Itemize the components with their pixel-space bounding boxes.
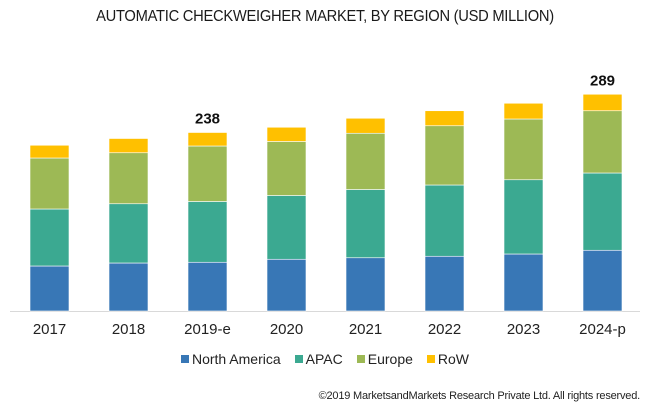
legend-label: RoW — [437, 351, 470, 367]
legend-label: North America — [191, 351, 281, 367]
legend-item-europe[interactable]: Europe — [356, 351, 413, 367]
legend-swatch — [356, 355, 365, 363]
bar-segment-apac-2018 — [108, 203, 149, 264]
x-tick-label: 2017 — [33, 321, 66, 338]
x-tick-label: 2020 — [270, 321, 303, 338]
bar-segment-row-2018 — [108, 138, 149, 154]
bar-segment-north-america-2017 — [29, 265, 70, 312]
bar-segment-europe-2023 — [503, 118, 544, 181]
legend-item-row[interactable]: RoW — [426, 351, 470, 367]
legend-item-north-america[interactable]: North America — [180, 351, 281, 367]
legend-item-apac[interactable]: APAC — [294, 351, 343, 367]
copyright-text: ©2019 MarketsandMarkets Research Private… — [318, 390, 641, 402]
x-tick-label: 2022 — [428, 321, 461, 338]
bar-segment-apac-2021 — [345, 189, 386, 259]
bar-segment-row-2017 — [29, 144, 70, 159]
legend-swatch — [426, 355, 435, 363]
bar-segment-north-america-2019-e — [187, 261, 228, 312]
bar-segment-north-america-2021 — [345, 257, 386, 312]
x-tick-label: 2019-e — [184, 321, 231, 338]
bar-segment-apac-2022 — [424, 184, 465, 257]
data-label-total: 238 — [195, 111, 220, 128]
legend-label: APAC — [305, 351, 343, 367]
chart-plot: 2017 2018 2019-e 2020 2021 2022 2023 2024-p 238 2… — [10, 72, 640, 338]
legend-label: Europe — [367, 351, 413, 367]
bar-segment-europe-2021 — [345, 132, 386, 190]
legend-swatch — [180, 355, 189, 363]
bar-segment-row-2024-p — [582, 93, 623, 112]
x-tick-label: 2018 — [112, 321, 145, 338]
chart-title: AUTOMATIC CHECKWEIGHER MARKET, BY REGION… — [96, 8, 554, 25]
bar-segment-apac-2017 — [29, 208, 70, 267]
legend-swatch — [294, 355, 303, 363]
bar-segment-north-america-2023 — [503, 253, 544, 312]
bar-segment-apac-2020 — [266, 195, 307, 260]
x-tick-label: 2024-p — [579, 321, 626, 338]
bar-segment-europe-2022 — [424, 125, 465, 186]
bar-segment-north-america-2020 — [266, 258, 307, 312]
data-label-total: 289 — [590, 72, 615, 89]
bar-segment-row-2019-e — [187, 132, 228, 147]
bar-segment-north-america-2022 — [424, 255, 465, 312]
x-tick-label: 2023 — [507, 321, 540, 338]
bar-segment-north-america-2024-p — [582, 249, 623, 312]
bar-segment-apac-2019-e — [187, 201, 228, 263]
x-tick-label: 2021 — [349, 321, 382, 338]
bar-segment-europe-2024-p — [582, 110, 623, 174]
bar-segment-row-2023 — [503, 102, 544, 120]
bar-segment-europe-2019-e — [187, 145, 228, 202]
bar-segment-apac-2024-p — [582, 172, 623, 251]
legend: North America APAC Europe RoW — [0, 351, 650, 367]
bar-segment-north-america-2018 — [108, 262, 149, 312]
bar-segment-europe-2018 — [108, 152, 149, 205]
bar-segment-row-2021 — [345, 117, 386, 134]
bar-segment-apac-2023 — [503, 179, 544, 255]
bar-segment-europe-2017 — [29, 157, 70, 210]
bar-segment-row-2020 — [266, 126, 307, 142]
bar-segment-row-2022 — [424, 110, 465, 127]
bar-segment-europe-2020 — [266, 141, 307, 196]
